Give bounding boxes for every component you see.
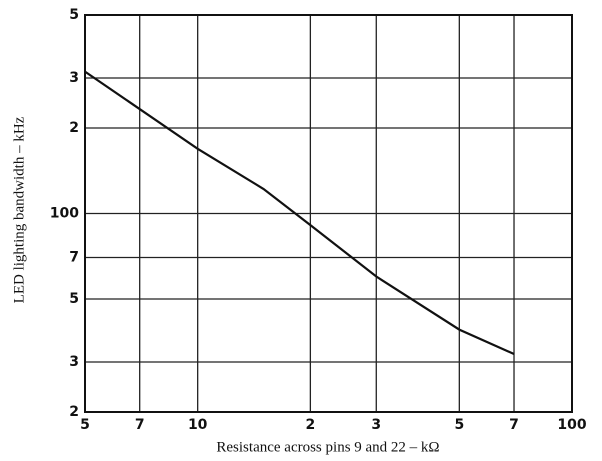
x-tick-label: 5 xyxy=(80,417,90,433)
plot-frame xyxy=(84,14,573,413)
x-tick-label: 5 xyxy=(454,417,464,433)
x-tick-label: 7 xyxy=(135,417,145,433)
x-tick-label: 100 xyxy=(557,417,586,433)
y-tick-label: 3 xyxy=(69,70,79,86)
y-tick-label: 5 xyxy=(69,7,79,23)
y-tick-label: 7 xyxy=(69,249,79,265)
data-line xyxy=(84,70,515,356)
x-axis-title: Resistance across pins 9 and 22 – kΩ xyxy=(216,439,439,455)
x-tick-label: 3 xyxy=(371,417,381,433)
y-tick-label: 5 xyxy=(69,291,79,307)
y-tick-label: 2 xyxy=(69,404,79,420)
y-tick-label: 3 xyxy=(69,354,79,370)
x-tick-label: 7 xyxy=(509,417,519,433)
y-axis-title: LED lighting bandwidth – kHz xyxy=(11,116,27,303)
y-tick-label: 100 xyxy=(50,206,79,222)
x-tick-label: 2 xyxy=(305,417,315,433)
x-tick-label: 10 xyxy=(188,417,208,433)
y-tick-label: 2 xyxy=(69,120,79,136)
